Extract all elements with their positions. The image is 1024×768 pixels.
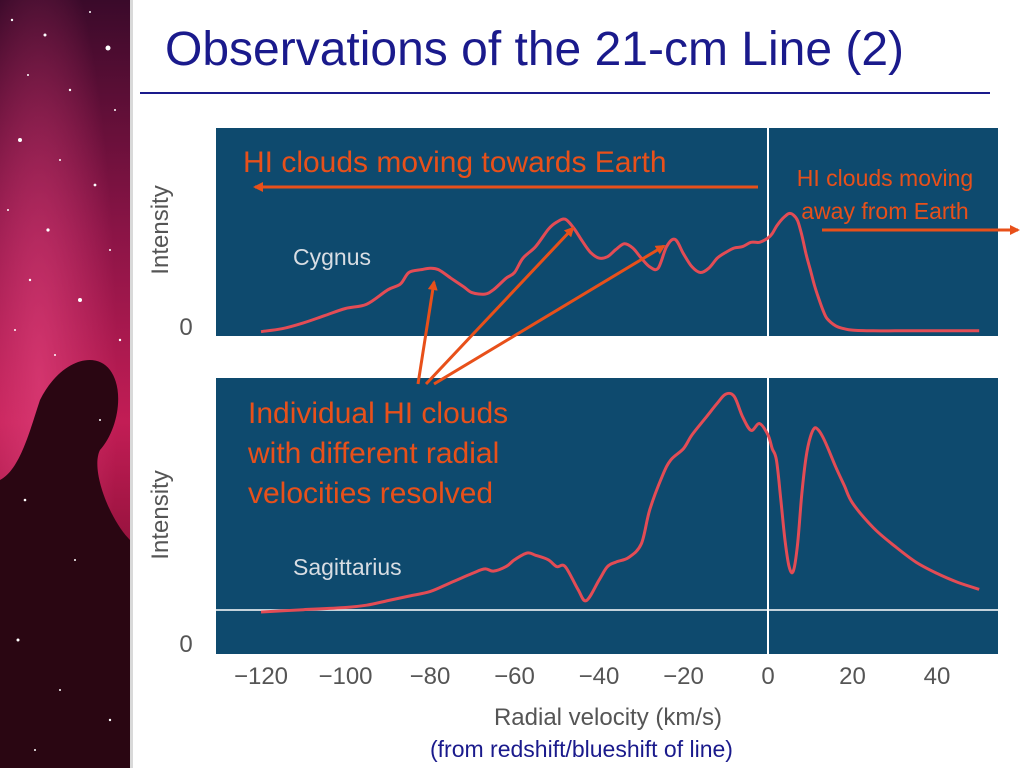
x-tick-label: 20	[839, 663, 866, 690]
cygnus-panel	[216, 128, 998, 336]
cygnus-spectrum-line	[260, 211, 980, 334]
title-underline	[140, 92, 990, 94]
x-tick-label: −100	[318, 663, 372, 690]
sagittarius-spectrum-line	[260, 391, 980, 614]
annotation-individual-clouds: Individual HI clouds with different radi…	[248, 394, 508, 514]
cloud-arrow-3	[433, 244, 666, 386]
annotation-away-line-2: away from Earth	[801, 198, 969, 224]
x-tick-label: 0	[761, 663, 774, 690]
annotation-towards-earth: HI clouds moving towards Earth	[243, 146, 667, 179]
sagittarius-panel-label: Sagittarius	[293, 554, 402, 580]
sagittarius-y-tick-zero: 0	[179, 631, 192, 658]
x-axis-label: Radial velocity (km/s)	[494, 704, 722, 731]
annotation-individual-line-2: with different radial	[248, 437, 500, 470]
nebula-photo	[0, 0, 130, 768]
annotation-individual-line-3: velocities resolved	[248, 477, 494, 510]
sagittarius-ylabel: Intensity	[147, 470, 174, 559]
x-tick-label: 40	[924, 663, 951, 690]
cygnus-panel-label: Cygnus	[293, 244, 371, 270]
annotation-individual-line-1: Individual HI clouds	[248, 397, 509, 430]
footnote: (from redshift/blueshift of line)	[430, 736, 733, 762]
annotation-away-from-earth: HI clouds moving away from Earth	[768, 162, 1002, 228]
cloud-arrow-1	[416, 280, 438, 385]
x-tick-label: −20	[663, 663, 704, 690]
annotation-away-line-1: HI clouds moving	[796, 165, 974, 191]
x-tick-label: −60	[494, 663, 535, 690]
x-tick-label: −80	[410, 663, 451, 690]
cloud-arrow-2	[424, 226, 575, 386]
x-tick-labels: −120 −100 −80 −60 −40 −20 0 20 40	[234, 663, 950, 690]
x-tick-label: −120	[234, 663, 288, 690]
slide-title: Observations of the 21-cm Line (2)	[165, 23, 905, 76]
photo-edge-divider	[130, 0, 133, 768]
cygnus-ylabel: Intensity	[147, 185, 174, 274]
x-tick-label: −40	[579, 663, 620, 690]
cygnus-y-tick-zero: 0	[179, 314, 192, 341]
